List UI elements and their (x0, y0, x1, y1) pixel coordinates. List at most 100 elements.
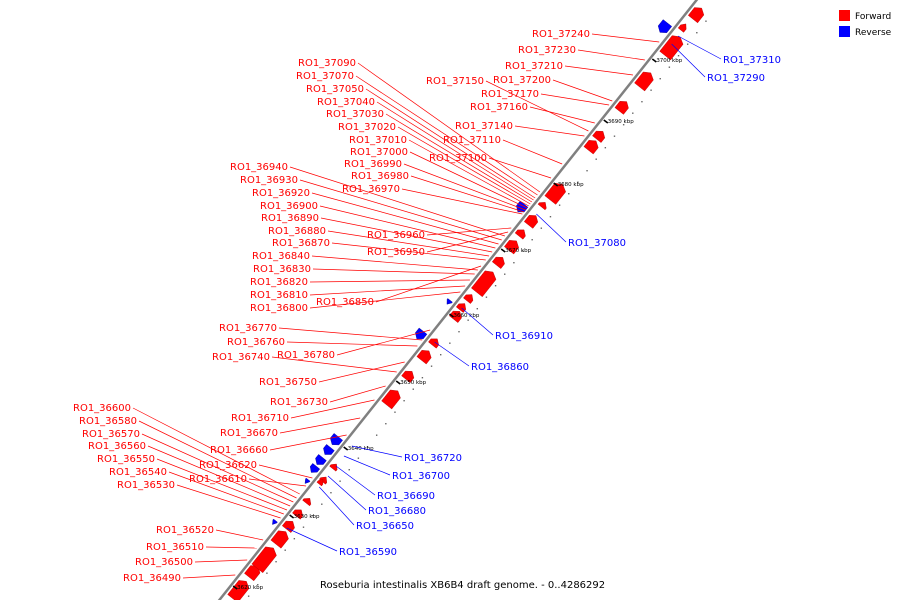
legend-forward-label: Forward (855, 12, 891, 22)
major-tick (343, 446, 349, 451)
minor-tick-dot (440, 354, 442, 356)
forward-gene-label: RO1_36580 (79, 416, 137, 427)
forward-gene-label: RO1_36800 (250, 303, 308, 314)
forward-gene-label: RO1_36770 (219, 323, 277, 334)
tick-label: 3690 kbp (608, 119, 634, 125)
forward-callout-line (488, 157, 552, 179)
forward-callout-line (514, 125, 585, 137)
minor-tick-dot (696, 32, 698, 34)
forward-gene-label: RO1_36620 (199, 460, 257, 471)
forward-gene-block (227, 580, 250, 600)
major-tick (449, 313, 454, 318)
gene-shapes (227, 7, 705, 600)
forward-gene-label: RO1_36660 (210, 445, 268, 456)
forward-callout-line (375, 265, 482, 303)
forward-gene-label: RO1_37230 (518, 45, 576, 56)
minor-tick-dot (385, 423, 387, 425)
forward-callout-line (529, 106, 595, 124)
minor-tick-dot (302, 526, 305, 528)
forward-callout-line (299, 179, 502, 241)
reverse-callout-line (677, 35, 722, 60)
forward-callout-line (156, 458, 288, 511)
forward-callout-line (357, 62, 541, 193)
tick-label: 3650 kbp (400, 380, 426, 386)
forward-gene-label: RO1_36920 (252, 188, 310, 199)
forward-callout-line (365, 88, 536, 199)
minor-tick-dot (632, 112, 634, 114)
major-tick (500, 248, 506, 253)
forward-gene-label: RO1_36830 (253, 264, 311, 275)
major-tick (603, 119, 609, 124)
reverse-gene-label: RO1_37310 (723, 55, 781, 66)
legend: Forward Reverse (839, 10, 892, 38)
forward-gene-block (523, 215, 539, 229)
forward-callout-line (485, 80, 589, 132)
forward-gene-label: RO1_36810 (250, 290, 308, 301)
minor-tick-dot (284, 549, 286, 551)
minor-tick-dot (622, 124, 625, 126)
legend-forward-swatch (839, 10, 850, 21)
tick-layer: 3620 kbp 3630 kbp 3640 kbp 3650 kbp 3660 kbp… (232, 20, 707, 597)
forward-callout-line (147, 445, 291, 507)
reverse-callout-line (335, 465, 376, 496)
forward-gene-block (544, 182, 566, 205)
minor-tick-dot (311, 515, 314, 517)
forward-gene-block (659, 35, 684, 61)
forward-callout-line (401, 188, 523, 215)
forward-gene-label: RO1_36840 (252, 251, 310, 262)
forward-gene-label: RO1_37240 (532, 29, 590, 40)
forward-gene-block (537, 202, 547, 211)
reverse-gene-block (657, 19, 673, 33)
forward-gene-label: RO1_37200 (493, 75, 551, 86)
forward-callout-line (540, 93, 610, 106)
forward-callout-line (426, 227, 512, 236)
legend-reverse-swatch (839, 26, 850, 37)
major-tick (289, 514, 295, 519)
major-tick (232, 585, 238, 590)
tick-label: 3640 kbp (348, 446, 374, 452)
forward-callout-line (194, 559, 248, 563)
forward-gene-block (449, 310, 462, 323)
minor-tick-dot (650, 89, 652, 91)
reverse-gene-block (309, 463, 321, 473)
tick-label: 3700 kbp (656, 58, 682, 64)
minor-tick-dot (522, 250, 524, 252)
forward-gene-block (614, 101, 629, 115)
minor-tick-dot (458, 331, 460, 333)
forward-gene-label: RO1_36670 (220, 428, 278, 439)
forward-gene-block (455, 303, 467, 313)
minor-tick-dot (659, 78, 661, 80)
minor-tick-dot (257, 584, 259, 586)
reverse-gene-block (446, 298, 453, 305)
minor-tick-dot (467, 319, 469, 321)
major-tick (553, 182, 559, 187)
forward-callout-line (410, 175, 525, 213)
reverse-gene-block (304, 477, 311, 484)
forward-callout-line (182, 574, 236, 579)
minor-tick-dot (613, 135, 616, 137)
minor-tick-dot (531, 239, 533, 241)
reverse-callout-line (327, 475, 367, 511)
forward-callout-line (409, 151, 528, 209)
forward-callout-line (318, 361, 405, 383)
forward-callout-line (376, 101, 534, 201)
forward-callout-line (271, 356, 397, 373)
forward-gene-label: RO1_36610 (189, 474, 247, 485)
forward-gene-block (416, 350, 432, 365)
forward-gene-block (634, 71, 654, 92)
reverse-callout-line (343, 455, 391, 476)
forward-gene-label: RO1_36980 (351, 171, 409, 182)
forward-gene-label: RO1_36550 (97, 454, 155, 465)
forward-gene-label: RO1_37150 (426, 76, 484, 87)
forward-gene-block (592, 130, 606, 143)
forward-callout-line (269, 434, 347, 451)
forward-callout-line (403, 163, 526, 211)
forward-gene-label: RO1_37030 (326, 109, 384, 120)
forward-gene-label: RO1_36950 (367, 247, 425, 258)
minor-tick-dot (705, 20, 707, 22)
forward-gene-label: RO1_36930 (240, 175, 298, 186)
reverse-callout-line (434, 341, 470, 367)
minor-tick-dot (430, 365, 433, 367)
forward-callout-line (408, 139, 529, 207)
